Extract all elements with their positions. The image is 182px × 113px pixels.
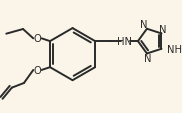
Text: N: N (159, 25, 166, 34)
Text: HN: HN (117, 37, 132, 47)
Text: N: N (144, 54, 152, 64)
Text: NH: NH (167, 44, 182, 54)
Text: O: O (33, 34, 41, 44)
Text: O: O (33, 65, 41, 75)
Text: N: N (140, 20, 148, 30)
